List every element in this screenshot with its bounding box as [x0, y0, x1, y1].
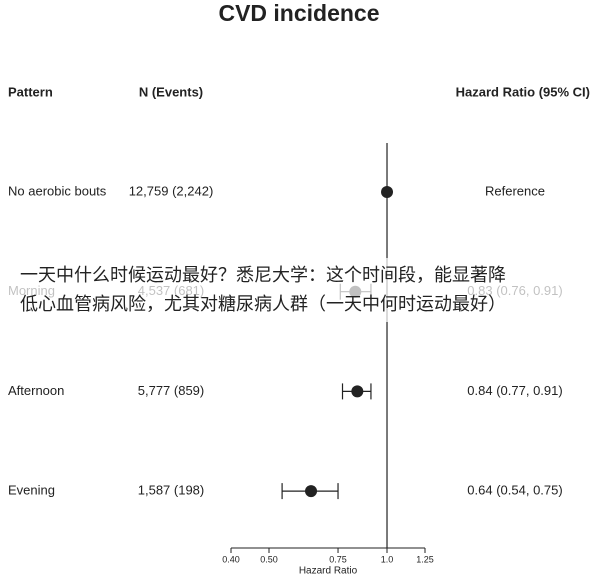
hazard-ratio-label: Reference	[485, 183, 545, 198]
x-tick-label: 0.50	[260, 554, 278, 564]
point-estimate	[305, 485, 318, 498]
point-estimate	[351, 385, 364, 398]
hazard-ratio-label: 0.84 (0.77, 0.91)	[467, 383, 562, 398]
column-header: N (Events)	[139, 84, 203, 99]
column-header: Hazard Ratio (95% CI)	[456, 84, 590, 99]
x-axis-label: Hazard Ratio	[299, 566, 358, 577]
row-label: No aerobic bouts	[8, 183, 107, 198]
x-tick-label: 1.25	[416, 554, 434, 564]
overlay-background	[0, 258, 598, 322]
point-estimate	[381, 186, 394, 198]
n-events: 5,777 (859)	[138, 383, 205, 398]
x-tick-label: 0.40	[222, 554, 240, 564]
overlay-caption: 一天中什么时候运动最好？悉尼大学：这个时间段，能显著降	[20, 265, 506, 285]
row-label: Afternoon	[8, 383, 64, 398]
column-header: Pattern	[8, 84, 53, 99]
x-tick-label: 0.75	[329, 554, 347, 564]
n-events: 1,587 (198)	[138, 483, 205, 498]
row-label: Evening	[8, 483, 55, 498]
x-tick-label: 1.0	[381, 554, 394, 564]
overlay-caption: 低心血管病风险，尤其对糖尿病人群（一天中何时运动最好）	[20, 294, 506, 314]
hazard-ratio-label: 0.64 (0.54, 0.75)	[467, 483, 562, 498]
n-events: 12,759 (2,242)	[129, 183, 214, 198]
chart-title: CVD incidence	[218, 0, 379, 26]
